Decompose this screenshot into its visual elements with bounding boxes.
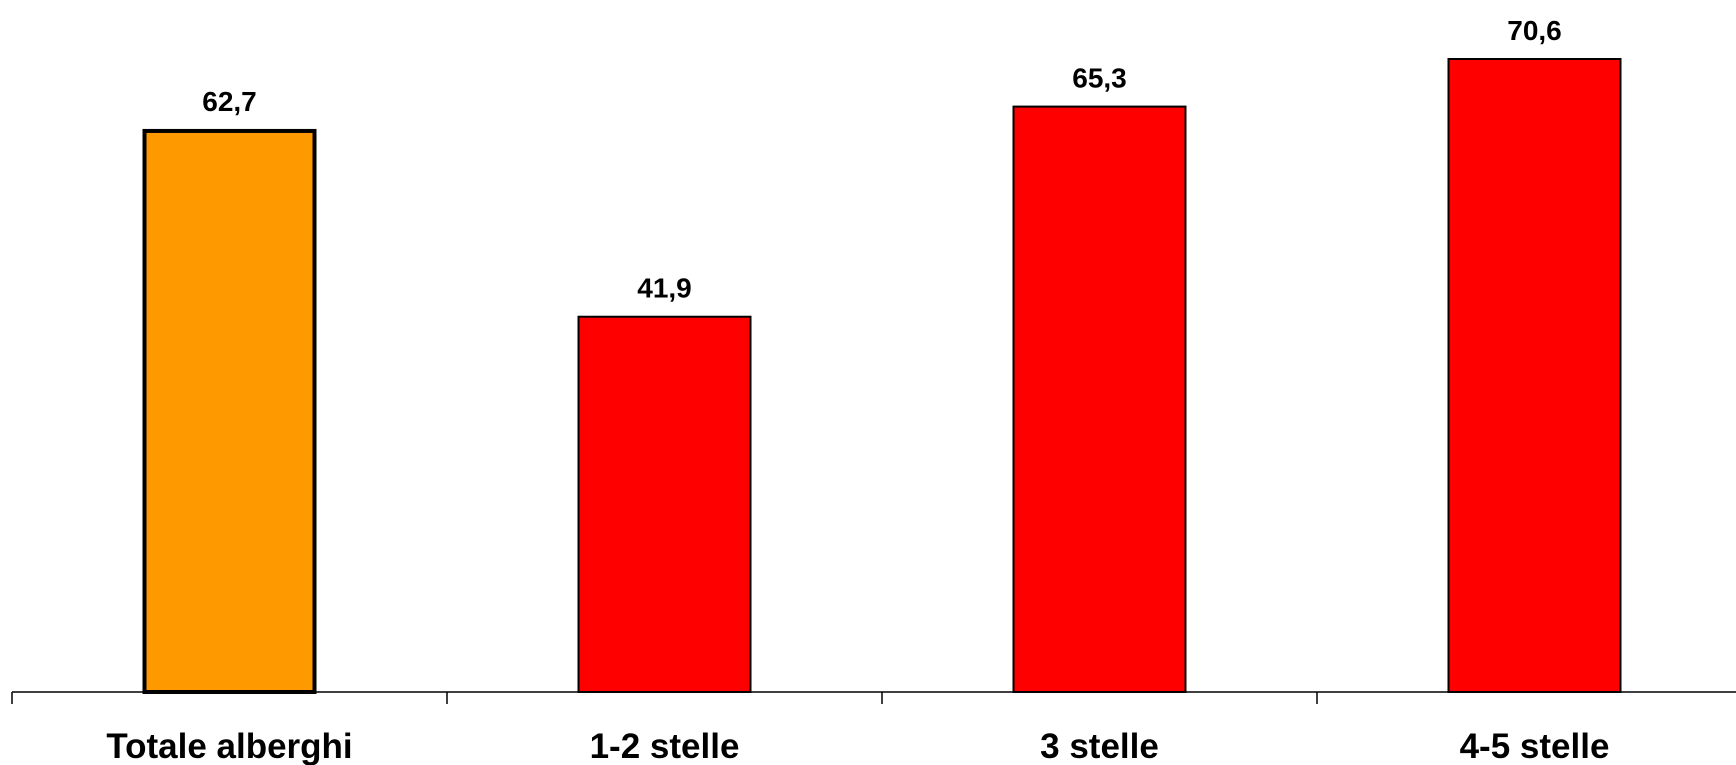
tick-label-1-2-stelle: 1-2 stelle [590, 727, 740, 765]
value-label-4-5-stelle: 70,6 [1507, 15, 1562, 46]
bars-group [142, 58, 1622, 694]
value-label-3-stelle: 65,3 [1072, 63, 1127, 94]
value-label-1-2-stelle: 41,9 [637, 273, 692, 304]
bar-1-2-stelle [577, 315, 752, 693]
tick-label-totale-alberghi: Totale alberghi [106, 727, 352, 765]
value-labels-group: 62,7 41,9 65,3 70,6 [202, 15, 1562, 304]
value-label-totale-alberghi: 62,7 [202, 86, 257, 117]
bar-totale-alberghi [142, 128, 317, 694]
bar-4-5-stelle [1447, 58, 1622, 693]
bar-3-stelle [1012, 105, 1187, 693]
tick-label-3-stelle: 3 stelle [1040, 727, 1159, 765]
x-axis [11, 691, 1736, 704]
tick-label-4-5-stelle: 4-5 stelle [1460, 727, 1610, 765]
tick-labels-group: Totale alberghi 1-2 stelle 3 stelle 4-5 ste… [106, 727, 1609, 765]
